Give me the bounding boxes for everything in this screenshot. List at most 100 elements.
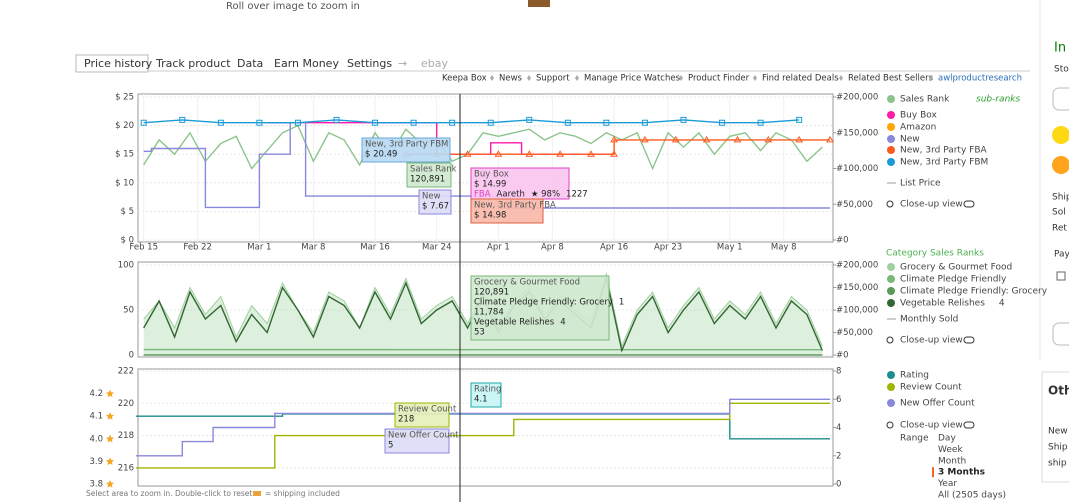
legend-swatch (887, 135, 895, 143)
marker-square (719, 119, 726, 126)
link-separator (490, 75, 494, 81)
range-label: Range (900, 434, 929, 444)
nav-link[interactable]: Manage Price Watches (584, 74, 681, 84)
legend-label[interactable]: Climate Pledge Friendly (900, 275, 1007, 285)
tab[interactable]: Price history (84, 57, 153, 70)
marker-triangle (764, 135, 773, 143)
legend-label[interactable]: New, 3rd Party FBM (900, 158, 988, 168)
tooltip-box (361, 137, 451, 163)
closeup-label[interactable]: Close-up view (900, 336, 963, 346)
legend-swatch (887, 399, 895, 407)
legend-label[interactable]: Rating (900, 371, 929, 381)
legend-label[interactable]: Sales Rank (900, 95, 950, 105)
tab[interactable]: Earn Money (274, 57, 339, 70)
rating-star (106, 457, 114, 465)
legend-swatch (887, 95, 895, 103)
range-option[interactable]: All (2505 days) (938, 491, 1006, 501)
closeup-icon (886, 336, 894, 344)
y-tick-label: 222 (118, 367, 134, 377)
closeup-switch (963, 336, 975, 344)
y2-tick-label: 4 (836, 423, 841, 433)
legend-swatch (887, 383, 895, 391)
x-tick-label: Feb 15 (129, 243, 158, 253)
legend-label[interactable]: Amazon (900, 123, 936, 133)
legend-label[interactable]: New, 3rd Party FBA (900, 146, 987, 156)
y2-tick-label: #50,000 (836, 200, 873, 210)
side-select (1052, 87, 1069, 111)
tab[interactable]: → (398, 57, 407, 70)
nav-link[interactable]: Product Finder (688, 74, 750, 84)
side-checkbox (1056, 271, 1066, 281)
tooltip-text: $ 20.49 (365, 150, 397, 160)
legend-label[interactable]: Climate Pledge Friendly: Grocery (900, 287, 1048, 297)
tooltip-box (470, 167, 570, 200)
closeup-icon (886, 421, 894, 429)
side-fragment: Pay (1054, 250, 1069, 260)
x-tick-label: May 8 (771, 243, 797, 253)
y-tick-label: 50 (123, 306, 134, 316)
marker-square (179, 116, 186, 123)
x-tick-label: Apr 23 (654, 243, 682, 253)
range-option[interactable]: Month (938, 456, 966, 466)
tooltip-text: Buy Box (474, 170, 509, 180)
nav-link[interactable]: Find related Deals (762, 74, 839, 84)
marker-triangle (795, 135, 804, 143)
tab[interactable]: Track product (155, 57, 231, 70)
x-tick-label: Apr 8 (541, 243, 564, 253)
y2-tick-label: #0 (836, 236, 849, 246)
series-line (143, 124, 823, 171)
tooltip-text: $ 7.67 (422, 202, 449, 212)
side-fragment: In (1054, 41, 1066, 56)
tab-selected[interactable] (75, 54, 149, 73)
y2-tick-label: #150,000 (836, 128, 878, 138)
nav-link[interactable]: Keepa Box (442, 74, 487, 84)
marker-square (487, 119, 494, 126)
y-tick-label: $ 0 (120, 236, 134, 246)
legend-label[interactable]: Monthly Sold (900, 315, 958, 325)
legend-label[interactable]: Review Count (900, 383, 962, 393)
tooltip-text: 4.1 (474, 395, 488, 405)
tooltip-text: ★ 98% (531, 190, 560, 200)
sub-ranks-toggle[interactable]: sub-ranks (976, 95, 1020, 105)
range-selected-bar (932, 467, 934, 478)
tooltip-text: 5 (388, 441, 393, 451)
y2-tick-label: 2 (836, 451, 841, 461)
legend-label[interactable]: List Price (900, 179, 941, 189)
link-separator (753, 75, 757, 81)
nav-link[interactable]: Related Best Sellers (848, 74, 934, 84)
rating-tick-label: 4.1 (89, 412, 103, 422)
zoom-hint: Roll over image to zoom in (226, 1, 360, 12)
nav-link[interactable]: News (499, 74, 523, 84)
legend-label[interactable]: Vegetable Relishes (900, 299, 985, 309)
tooltip-text: 11,784 (474, 308, 504, 318)
side-fragment: Sto (1054, 65, 1069, 75)
tab[interactable]: Data (237, 57, 263, 70)
range-option[interactable]: Year (937, 479, 957, 489)
tooltip-box (406, 162, 452, 188)
series-line (143, 119, 800, 124)
marker-triangle (671, 135, 680, 143)
nav-link[interactable]: Support (536, 74, 570, 84)
legend-label[interactable]: New (900, 135, 920, 145)
marker-square (564, 119, 571, 126)
tab[interactable]: Settings (347, 57, 392, 70)
marker-triangle (463, 150, 472, 157)
closeup-label[interactable]: Close-up view (900, 421, 963, 431)
legend-swatch (887, 263, 895, 271)
legend-label[interactable]: Grocery & Gourmet Food (900, 263, 1012, 273)
side-fragment: Oth (1048, 384, 1069, 398)
tab[interactable]: ebay (421, 57, 448, 70)
legend-label[interactable]: New Offer Count (900, 399, 975, 409)
range-option[interactable]: Week (938, 445, 963, 455)
closeup-label[interactable]: Close-up view (900, 200, 963, 210)
product-thumb (528, 0, 550, 7)
range-option[interactable]: 3 Months (938, 468, 985, 478)
marker-square (333, 116, 340, 123)
legend-label[interactable]: Buy Box (900, 111, 937, 121)
legend-title: Category Sales Ranks (886, 249, 984, 259)
tooltip-text: 4 (560, 318, 565, 328)
nav-link[interactable]: awlproductresearch (938, 74, 1022, 84)
tooltip-box (470, 198, 544, 224)
range-option[interactable]: Day (938, 434, 956, 444)
